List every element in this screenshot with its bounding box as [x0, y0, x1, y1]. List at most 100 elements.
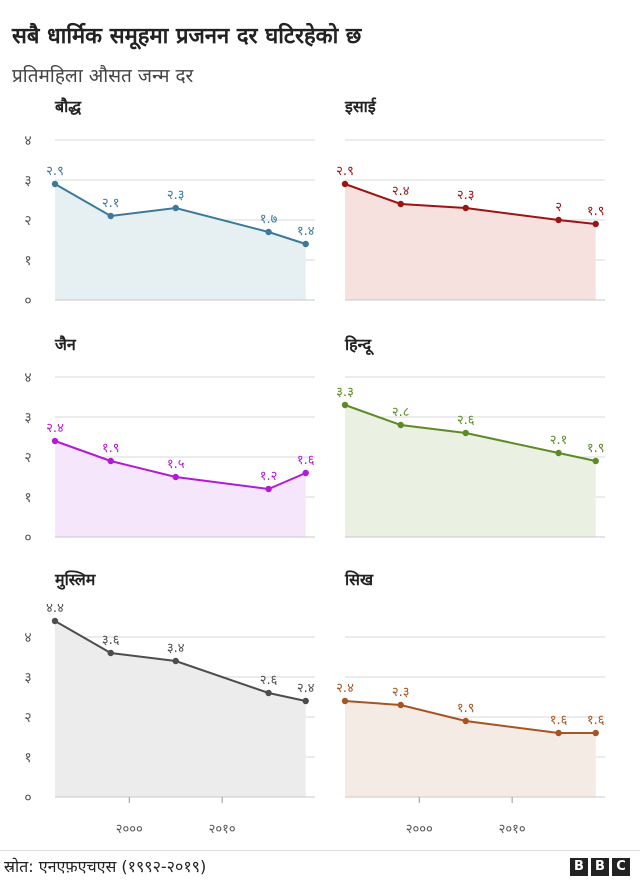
panel-3-y-tick-label-0: ०: [24, 530, 31, 546]
panel-1-point-4: [265, 228, 272, 236]
panel-5-data-label-3: ३.४: [167, 641, 185, 656]
panel-1-data-label-2: २.१: [102, 196, 120, 211]
panel-6-area: [345, 701, 596, 797]
panel-5-x-tick-label-1: २०१०: [209, 822, 236, 837]
panel-5-data-label-4: २.६: [260, 673, 278, 688]
panel-5-y-tick-label-3: ३: [24, 670, 31, 686]
panel-1-y-tick-label-4: ४: [24, 133, 31, 149]
panel-1-y-tick-label-1: १: [24, 253, 31, 269]
panel-4-title: हिन्दू: [344, 335, 375, 356]
panel-1-y-tick-label-3: ३: [24, 173, 31, 189]
panel-2-data-label-2: २.४: [392, 184, 410, 199]
bbc-logo-letter-2: B: [591, 858, 609, 876]
panel-5-point-3: [172, 657, 179, 665]
panel-5-y-tick-label-1: १: [24, 750, 31, 766]
panel-1-area: [55, 184, 306, 300]
panel-6-x-tick-label-1: २०१०: [499, 822, 526, 837]
panel-4-data-label-1: ३.३: [336, 385, 354, 400]
panel-3-y-tick-label-4: ४: [24, 370, 31, 386]
panel-5-point-2: [107, 649, 114, 657]
panel-3-area: [55, 441, 306, 537]
footer-divider: [0, 850, 640, 851]
panel-6-point-2: [397, 701, 404, 709]
panel-2-data-label-3: २.३: [457, 188, 475, 203]
panel-3-y-tick-label-2: २: [24, 450, 31, 466]
panel-3-y-tick-label-3: ३: [24, 410, 31, 426]
panel-3-point-5: [302, 469, 309, 477]
panel-1-data-label-3: २.३: [167, 188, 185, 203]
panel-6-data-label-2: २.३: [392, 685, 410, 700]
panel-2-point-2: [397, 200, 404, 208]
bbc-logo-letter-1: B: [570, 858, 588, 876]
panel-3-y-tick-label-1: १: [24, 490, 31, 506]
panel-1-y-tick-label-0: ०: [24, 293, 31, 309]
panel-1-point-2: [107, 212, 114, 220]
panel-5-y-tick-label-2: २: [24, 710, 31, 726]
panel-1-y-tick-label-2: २: [24, 213, 31, 229]
panel-2-point-1: [341, 180, 349, 188]
panel-1-data-label-4: १.७: [260, 212, 278, 227]
panel-3-data-label-4: १.२: [260, 469, 278, 484]
panel-4-data-label-3: २.६: [457, 413, 475, 428]
panel-2-title: इसाई: [344, 97, 377, 116]
panel-4-data-label-5: १.९: [587, 441, 605, 456]
source-note: स्रोत: एनएफ़एचएस (१९९२-२०१९): [4, 857, 207, 876]
chart-title: सबै धार्मिक समूहमा प्रजनन दर घटिरहेको छ: [12, 24, 362, 49]
bbc-logo: B B C: [570, 858, 630, 876]
panel-4-point-3: [462, 429, 469, 437]
panel-3-point-4: [265, 485, 272, 493]
panel-5-y-tick-label-4: ४: [24, 630, 31, 646]
panel-6-data-label-4: १.६: [550, 713, 568, 728]
panel-4-area: [345, 405, 596, 537]
panel-2-point-5: [592, 220, 599, 228]
panel-3-title: जैन: [54, 335, 77, 354]
panel-2-point-4: [555, 216, 562, 224]
panel-3-data-label-1: २.४: [46, 421, 64, 436]
panel-4-point-1: [341, 401, 349, 409]
panel-6-data-label-3: १.९: [457, 701, 475, 716]
panel-4-point-2: [397, 421, 404, 429]
panel-2-data-label-4: २: [555, 200, 562, 215]
bbc-logo-letter-3: C: [612, 858, 630, 876]
panel-1-point-1: [51, 180, 59, 188]
panel-4-point-5: [592, 457, 599, 465]
panel-6-data-label-1: २.४: [336, 681, 354, 696]
panel-4-data-label-4: २.१: [550, 433, 568, 448]
panel-5-point-1: [51, 617, 59, 625]
panel-5-point-4: [265, 689, 272, 697]
panel-3-data-label-2: १.९: [102, 441, 120, 456]
panel-3-point-3: [172, 473, 179, 481]
panel-2-data-label-5: १.९: [587, 204, 605, 219]
panel-1-point-5: [302, 240, 309, 248]
panel-1-point-3: [172, 204, 179, 212]
panel-5-y-tick-label-0: ०: [24, 790, 31, 806]
panel-1-data-label-5: १.४: [297, 224, 315, 239]
panel-2-point-3: [462, 204, 469, 212]
panel-2-area: [345, 184, 596, 300]
panel-6-point-4: [555, 729, 562, 737]
panel-3-data-label-5: १.६: [297, 453, 315, 468]
panel-6-point-5: [592, 729, 599, 737]
panel-1-data-label-1: २.९: [46, 164, 64, 179]
chart-subtitle: प्रतिमहिला औसत जन्म दर: [12, 65, 194, 87]
panel-6-title: सिख: [344, 570, 374, 589]
panel-1-title: बौद्ध: [54, 97, 82, 116]
panel-5-data-label-1: ४.४: [46, 601, 64, 616]
panel-5-data-label-5: २.४: [297, 681, 315, 696]
panel-6-point-1: [341, 697, 349, 705]
panel-3-point-1: [51, 437, 59, 445]
panel-3-data-label-3: १.५: [167, 457, 185, 472]
panel-5-data-label-2: ३.६: [102, 633, 120, 648]
panel-5-title: मुस्लिम: [54, 570, 97, 590]
panel-5-area: [55, 621, 306, 797]
panel-3-point-2: [107, 457, 114, 465]
panel-5-x-tick-label-0: २०००: [116, 822, 143, 837]
panel-6-data-label-5: १.६: [587, 713, 605, 728]
panel-4-point-4: [555, 449, 562, 457]
panel-5-point-5: [302, 697, 309, 705]
panel-6-point-3: [462, 717, 469, 725]
panel-2-data-label-1: २.९: [336, 164, 354, 179]
panel-4-data-label-2: २.८: [392, 405, 410, 420]
panel-6-x-tick-label-0: २०००: [406, 822, 433, 837]
